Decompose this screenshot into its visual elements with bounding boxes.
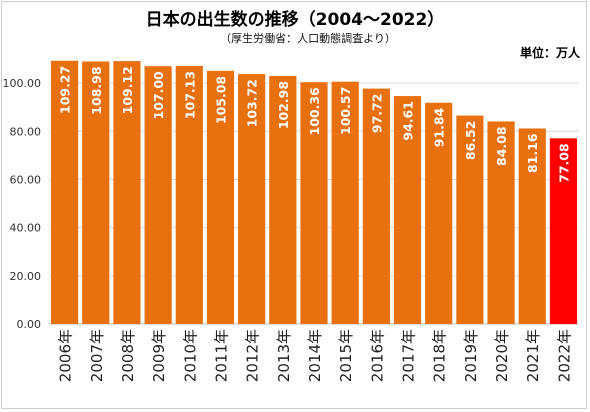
bar [456,115,484,324]
value-labels: 109.27 108.98 109.12 107.00 107.13 105.08 103.… [58,66,572,183]
bar-value-label: 81.16 [525,133,540,173]
y-tick-label: 0.00 [17,318,42,331]
bar-value-label: 103.72 [245,79,260,127]
bar [206,70,235,325]
bar-value-label: 100.36 [307,87,322,136]
y-tick-label: 60.00 [10,173,42,186]
x-tick-label: 2010年 [181,329,199,382]
bar-value-label: 86.52 [463,121,478,161]
bar-value-label: 108.98 [89,66,104,114]
bar [144,66,172,325]
y-tick-label: 80.00 [10,125,42,138]
x-tick-label: 2014年 [306,329,324,382]
bar [518,128,546,324]
bar-value-label: 109.27 [58,66,73,114]
bar [82,61,110,324]
x-tick-label: 2011年 [212,329,230,382]
bar-value-label: 109.12 [120,66,135,114]
x-tick-label: 2013年 [275,329,293,382]
bar [300,82,328,324]
bar-value-label: 91.84 [432,107,447,147]
bar-value-label: 94.61 [401,101,416,141]
bar [331,81,359,324]
x-tick-label: 2016年 [368,329,386,382]
chart-subtitle: （厚生労働省：人口動態調査より） [220,31,396,45]
bars [51,60,577,325]
x-tick-label: 2020年 [493,329,511,382]
bar-value-label: 84.08 [494,126,509,166]
bar-value-label: 107.00 [151,71,166,120]
bar [175,65,203,324]
chart-title: 日本の出生数の推移（2004～2022） [146,9,445,30]
bar-value-label: 100.57 [338,87,353,135]
x-tick-label: 2021年 [524,329,542,382]
bar [269,75,297,324]
x-tick-label: 2012年 [244,329,262,382]
bar [362,88,390,324]
bar [238,74,266,324]
bar [425,102,453,325]
bar [487,121,515,324]
y-tick-label: 20.00 [10,270,42,283]
x-tick-label: 2015年 [337,329,355,382]
y-axis-ticks: 0.00 20.00 40.00 60.00 80.00 100.00 [3,77,42,331]
x-tick-label: 2018年 [431,329,449,382]
y-tick-label: 40.00 [10,222,42,235]
y-tick-label: 100.00 [3,77,42,90]
x-tick-label: 2009年 [150,329,168,382]
bar [393,96,422,324]
x-tick-label: 2008年 [119,329,137,382]
x-tick-label: 2017年 [400,329,418,382]
bar [113,61,141,325]
bar [51,60,79,324]
bar-value-label: 77.08 [556,143,571,183]
bar-value-label: 107.13 [182,71,197,119]
bar [549,138,577,324]
bar-value-label: 97.72 [369,94,384,134]
bar-value-label: 105.08 [213,76,228,124]
x-tick-label: 2006年 [57,329,75,382]
x-axis-ticks: 2006年 2007年 2008年 2009年 2010年 2011年 2012年 2013年… [57,329,574,382]
bar-value-label: 102.98 [276,81,291,129]
x-tick-label: 2022年 [555,329,573,382]
x-tick-label: 2007年 [88,329,106,382]
unit-label: 単位：万人 [520,45,581,60]
x-tick-label: 2019年 [462,329,480,382]
